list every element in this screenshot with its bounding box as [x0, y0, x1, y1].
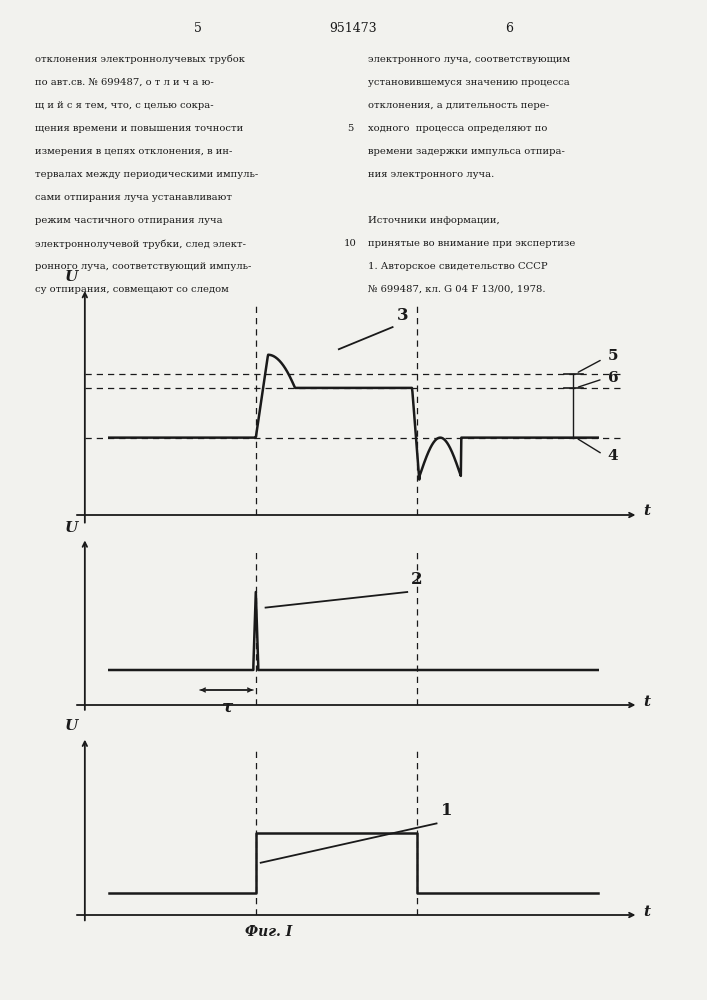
Text: Фиг. I: Фиг. I: [245, 925, 292, 939]
Text: t: t: [643, 504, 650, 518]
Text: U: U: [65, 720, 78, 734]
Text: 1. Авторское свидетельство СССР: 1. Авторское свидетельство СССР: [368, 262, 547, 271]
Text: установившемуся значению процесса: установившемуся значению процесса: [368, 78, 569, 87]
Text: 2: 2: [411, 571, 423, 588]
Text: щ и й с я тем, что, с целью сокра-: щ и й с я тем, что, с целью сокра-: [35, 101, 214, 110]
Text: принятые во внимание при экспертизе: принятые во внимание при экспертизе: [368, 239, 575, 248]
Text: по авт.св. № 699487, о т л и ч а ю-: по авт.св. № 699487, о т л и ч а ю-: [35, 78, 214, 87]
Text: 3: 3: [397, 307, 408, 324]
Text: t: t: [643, 695, 650, 709]
Text: ронного луча, соответствующий импуль-: ронного луча, соответствующий импуль-: [35, 262, 252, 271]
Text: Источники информации,: Источники информации,: [368, 216, 499, 225]
Text: ходного  процесса определяют по: ходного процесса определяют по: [368, 124, 547, 133]
Text: щения времени и повышения точности: щения времени и повышения точности: [35, 124, 244, 133]
Text: 5: 5: [346, 124, 354, 133]
Text: 4: 4: [607, 449, 618, 463]
Text: ния электронного луча.: ния электронного луча.: [368, 170, 494, 179]
Text: су отпирания, совмещают со следом: су отпирания, совмещают со следом: [35, 285, 229, 294]
Text: отклонения, а длительность пере-: отклонения, а длительность пере-: [368, 101, 549, 110]
Text: отклонения электроннолучевых трубок: отклонения электроннолучевых трубок: [35, 55, 245, 64]
Text: 10: 10: [344, 239, 356, 248]
Text: 1: 1: [440, 802, 452, 819]
Text: 6: 6: [505, 22, 513, 35]
Text: тервалах между периодическими импуль-: тервалах между периодическими импуль-: [35, 170, 259, 179]
Text: сами отпирания луча устанавливают: сами отпирания луча устанавливают: [35, 193, 233, 202]
Text: измерения в цепях отклонения, в ин-: измерения в цепях отклонения, в ин-: [35, 147, 233, 156]
Text: U: U: [65, 270, 78, 284]
Text: времени задержки импульса отпира-: времени задержки импульса отпира-: [368, 147, 564, 156]
Text: τ: τ: [221, 698, 232, 715]
Text: t: t: [643, 905, 650, 919]
Text: 951473: 951473: [329, 22, 378, 35]
Text: 5: 5: [607, 349, 618, 363]
Text: 6: 6: [607, 371, 618, 385]
Text: U: U: [65, 521, 78, 534]
Text: электроннолучевой трубки, след элект-: электроннолучевой трубки, след элект-: [35, 239, 246, 249]
Text: электронного луча, соответствующим: электронного луча, соответствующим: [368, 55, 570, 64]
Text: 5: 5: [194, 22, 202, 35]
Text: № 699487, кл. G 04 F 13/00, 1978.: № 699487, кл. G 04 F 13/00, 1978.: [368, 285, 545, 294]
Text: режим частичного отпирания луча: режим частичного отпирания луча: [35, 216, 223, 225]
